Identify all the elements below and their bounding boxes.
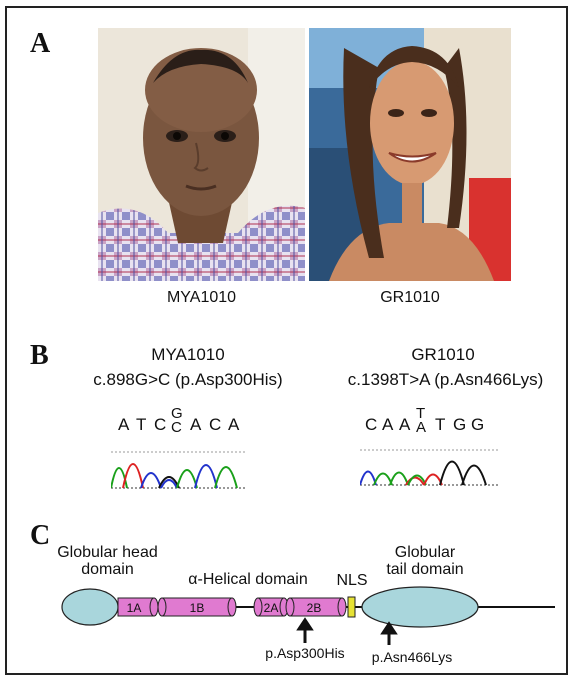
nls-label: NLS (336, 572, 368, 589)
photo-caption-mya1010: MYA1010 (166, 289, 237, 306)
mutation-label-gr1010: c.1398T>A (p.Asn466Lys) (347, 370, 544, 389)
trace-peak-c (194, 464, 218, 489)
trace-peak-c (140, 472, 162, 489)
patient-photo-mya1010 (98, 28, 305, 281)
mutation-label-mya1010: c.898G>C (p.Asp300His) (93, 370, 283, 389)
helix-2a-label: 2A (264, 601, 279, 615)
tail-domain-label: Globular tail domain (386, 544, 464, 578)
base-call: A (382, 415, 394, 434)
base-call: T (435, 415, 446, 434)
rod-domain-label: α-Helical domain (188, 571, 308, 588)
helix-2b: 2B (285, 597, 347, 617)
head-domain-label: Globular head domain (57, 544, 158, 578)
base-calls-mya1010: A T C GC A C A (118, 406, 248, 455)
panel-b-letter: B (30, 340, 49, 371)
base-call: T (136, 415, 147, 434)
trace-peak-a (373, 472, 393, 486)
trace-peak-a (214, 466, 238, 489)
mutation-label-asp300his: p.Asp300His (265, 645, 345, 661)
panel-c-letter: C (30, 520, 51, 551)
sequence-title-mya1010: MYA1010 (151, 345, 225, 364)
base-call: A (118, 415, 130, 434)
patient-photo-gr1010 (309, 28, 511, 281)
photo-caption-gr1010: GR1010 (380, 289, 440, 306)
base-call: A (190, 415, 202, 434)
trace-peak-t (122, 463, 144, 489)
trace-peak-a (176, 469, 198, 489)
base-call: C (365, 415, 378, 434)
base-call: G (453, 415, 467, 434)
heterozygous-base-call: GC (171, 405, 183, 436)
mutation-arrow-asn466lys (380, 621, 398, 645)
helix-2b-label: 2B (307, 601, 322, 615)
mutation-arrow-asp300his (296, 617, 314, 643)
base-call: A (228, 415, 240, 434)
panel-a-letter: A (30, 28, 51, 59)
base-call: C (209, 415, 222, 434)
trace-peak-c (360, 470, 377, 486)
trace-peak-a (389, 471, 409, 486)
trace-peak-g (439, 460, 465, 486)
helix-2a: 2A (253, 597, 289, 617)
nls-box (347, 596, 356, 618)
base-call: G (471, 415, 485, 434)
sequence-title-gr1010: GR1010 (411, 345, 475, 364)
trace-peak-t (423, 473, 443, 486)
lamin-domain-diagram: 1A 1B 2A 2B (61, 586, 555, 645)
globular-head (61, 588, 119, 626)
trace-peak-g (461, 464, 487, 486)
trace-peak-a (111, 467, 128, 489)
globular-tail (361, 586, 479, 628)
chromatogram-mya1010 (111, 451, 247, 489)
heterozygous-base-call: TA (416, 405, 427, 436)
trace-peak-c-het (160, 479, 178, 489)
trace-peak-t-het (405, 476, 425, 486)
helix-1b-label: 1B (190, 601, 205, 615)
chromatogram-gr1010 (360, 449, 500, 486)
helix-1a: 1A (117, 597, 159, 617)
base-calls-gr1010: C A A TA T G G (365, 406, 495, 455)
mutation-label-asn466lys: p.Asn466Lys (371, 649, 453, 665)
helix-1a-label: 1A (127, 601, 142, 615)
base-call: C (154, 415, 167, 434)
base-call: A (399, 415, 411, 434)
helix-1b: 1B (157, 597, 237, 617)
